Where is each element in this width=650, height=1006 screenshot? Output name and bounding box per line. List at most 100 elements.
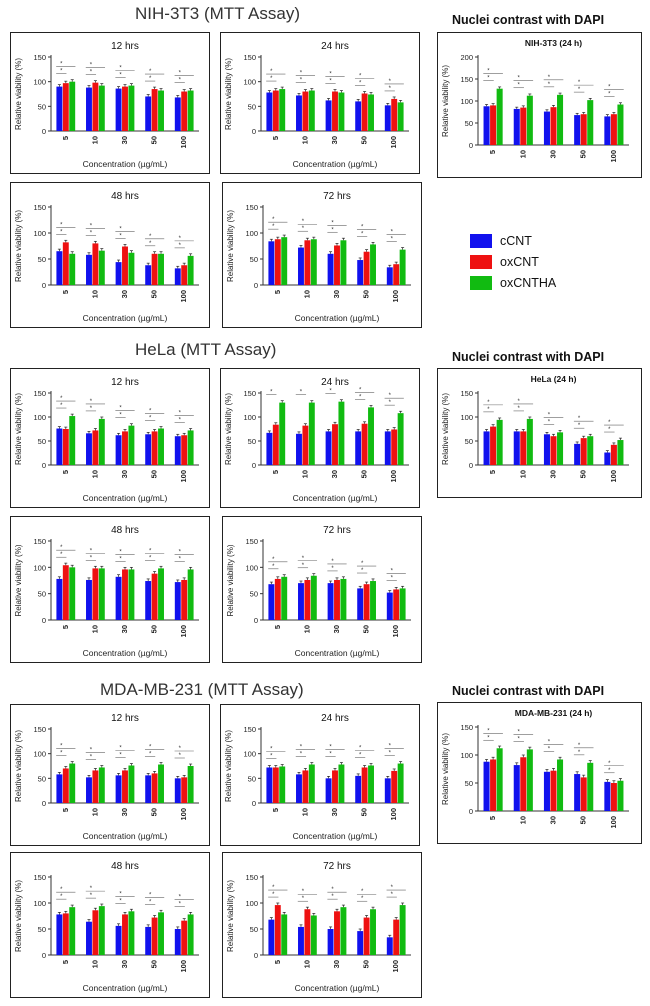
significance-star: * [389,751,392,757]
y-tick-label: 150 [245,873,258,882]
y-tick-label: 100 [243,78,256,87]
bar-ccnt-10 [86,254,92,285]
bar-oxcntha-10 [526,95,533,145]
chart-mda-48: 48 hrs Relative viability (%) 0 50 100 150 * * 5… [10,852,210,998]
significance-star: * [608,420,611,426]
x-tick-label: 10 [90,290,99,298]
significance-star: * [60,751,63,757]
y-tick-label: 50 [250,925,258,934]
bar-oxcnt-30 [332,424,338,465]
bar-oxcntha-50 [370,909,376,955]
y-tick-label: 150 [33,873,46,882]
x-tick-label: 100 [609,816,618,829]
significance-star: * [487,76,490,82]
bar-ccnt-5 [56,774,63,803]
bar-oxcntha-100 [397,763,404,803]
bar-oxcnt-30 [122,246,128,285]
bar-oxcnt-10 [304,579,311,620]
significance-star: * [359,746,362,752]
y-tick-label: 100 [33,78,46,87]
chart-nih-48: 48 hrs Relative viability (%) 0 50 100 150 * * 5… [10,182,210,328]
significance-star: * [517,76,520,82]
chart-title: HeLa (24 h) [531,374,577,384]
bar-ccnt-50 [145,581,152,620]
significance-star: * [60,403,63,409]
bar-oxcnt-5 [274,905,281,955]
x-tick-label: 50 [360,470,369,478]
x-tick-label: 10 [518,816,527,824]
bar-ccnt-100 [384,105,391,131]
bar-oxcntha-10 [310,575,317,620]
significance-star: * [60,396,63,402]
bar-oxcntha-100 [399,249,406,285]
significance-star: * [359,81,362,87]
bar-ccnt-5 [266,432,273,465]
x-tick-label: 50 [150,470,159,478]
significance-star: * [548,412,551,418]
x-tick-label: 100 [389,470,398,483]
x-tick-label: 5 [61,808,70,812]
bar-ccnt-5 [56,914,63,955]
bar-ccnt-100 [174,929,181,955]
x-tick-label: 50 [150,625,159,633]
y-tick-label: 0 [252,461,256,470]
bar-oxcnt-5 [490,759,497,811]
chart-nih-72: 72 hrs Relative viability (%) 0 50 100 150 * * 5… [222,182,422,328]
bar-oxcntha-10 [308,90,315,131]
significance-star: * [149,76,152,82]
bar-oxcntha-10 [308,402,315,465]
significance-star: * [361,224,364,230]
y-tick-label: 50 [250,590,258,599]
bar-oxcntha-50 [368,765,374,803]
bar-oxcntha-50 [158,90,164,131]
significance-star: * [60,229,63,235]
chart-hela-72: 72 hrs Relative viability (%) 0 50 100 150 * * 5… [222,516,422,663]
significance-star: * [391,568,394,574]
significance-star: * [300,390,303,396]
bar-oxcntha-50 [158,764,164,803]
x-tick-label: 30 [330,470,339,478]
bar-oxcntha-100 [397,413,404,465]
bar-ccnt-100 [386,937,393,955]
significance-star: * [608,92,611,98]
x-tick-label: 30 [120,290,129,298]
x-tick-label: 100 [179,960,188,973]
significance-star: * [119,66,122,72]
bar-ccnt-100 [604,781,611,811]
significance-star: * [272,217,275,223]
significance-star: * [119,898,122,904]
y-axis-label: Relative viability (%) [226,210,235,282]
bar-ccnt-50 [357,931,364,955]
bar-ccnt-100 [174,97,181,131]
y-axis-label: Relative viability (%) [14,393,23,465]
significance-star: * [272,557,275,563]
y-tick-label: 200 [460,53,473,62]
significance-star: * [149,548,152,554]
bar-oxcntha-5 [69,907,76,955]
hela-dapi-svg: HeLa (24 h) Relative viability (%) 0 50 100 1… [441,374,629,483]
significance-star: * [119,891,122,897]
x-tick-label: 10 [90,960,99,968]
bar-oxcnt-5 [490,105,497,145]
x-tick-label: 100 [609,150,618,163]
bar-oxcnt-30 [332,91,338,131]
significance-star: * [578,743,581,749]
y-tick-label: 0 [42,951,46,960]
bar-oxcntha-30 [128,252,135,285]
bar-oxcntha-10 [98,250,105,285]
x-tick-label: 30 [549,150,558,158]
bar-oxcntha-100 [187,569,194,620]
bar-oxcntha-30 [557,759,564,811]
x-tick-label: 30 [120,470,129,478]
significance-star: * [60,887,63,893]
chart-hela-12: 12 hrs Relative viability (%) 0 50 100 150 * * 5… [10,368,210,508]
x-tick-label: 100 [391,290,400,303]
mda-dapi-title: Nuclei contrast with DAPI [452,684,605,698]
bar-ccnt-100 [604,452,611,465]
bar-oxcnt-100 [610,783,617,811]
significance-star: * [149,416,152,422]
significance-star: * [389,393,392,399]
x-tick-label: 50 [579,150,588,158]
x-tick-label: 50 [360,136,369,144]
